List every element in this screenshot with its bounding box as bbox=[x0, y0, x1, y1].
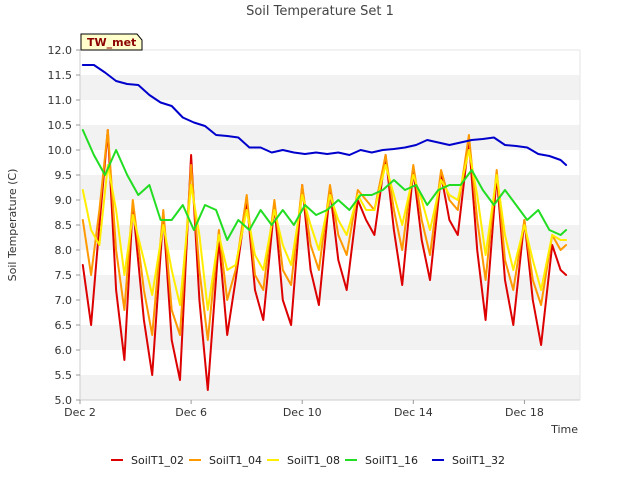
y-tick-label: 6.0 bbox=[55, 344, 73, 357]
station-badge-box bbox=[80, 33, 143, 51]
y-tick-label: 8.0 bbox=[55, 244, 73, 257]
y-tick-label: 8.5 bbox=[55, 219, 73, 232]
legend: SoilT1_02 SoilT1_04 SoilT1_08 SoilT1_16 Soil… bbox=[111, 454, 505, 467]
x-axis-ticks: Dec 2 Dec 6 Dec 10 Dec 14 Dec 18 bbox=[64, 400, 544, 419]
x-tick-label: Dec 2 bbox=[64, 406, 96, 419]
y-axis-label: Soil Temperature (C) bbox=[6, 169, 19, 282]
y-tick-label: 5.0 bbox=[55, 394, 73, 407]
legend-label: SoilT1_32 bbox=[452, 454, 505, 467]
series-line-soilt1-16 bbox=[81, 129, 568, 241]
x-tick-label: Dec 6 bbox=[175, 406, 207, 419]
grid-band bbox=[80, 125, 580, 150]
legend-label: SoilT1_16 bbox=[365, 454, 418, 467]
y-tick-label: 11.5 bbox=[48, 69, 73, 82]
y-tick-label: 7.0 bbox=[55, 294, 73, 307]
y-tick-label: 9.0 bbox=[55, 194, 73, 207]
grid-band bbox=[80, 275, 580, 300]
y-tick-label: 7.5 bbox=[55, 269, 73, 282]
y-tick-label: 6.5 bbox=[55, 319, 73, 332]
legend-label: SoilT1_02 bbox=[131, 454, 184, 467]
x-tick-label: Dec 10 bbox=[283, 406, 322, 419]
chart-title: Soil Temperature Set 1 bbox=[246, 4, 394, 19]
series-line-soilt1-32 bbox=[81, 64, 568, 166]
grid-band bbox=[80, 375, 580, 400]
y-tick-label: 10.0 bbox=[48, 144, 73, 157]
series-line-soilt1-08 bbox=[81, 149, 568, 311]
series-lines bbox=[81, 64, 568, 391]
y-tick-label: 11.0 bbox=[48, 94, 73, 107]
y-tick-label: 9.5 bbox=[55, 169, 73, 182]
y-tick-label: 10.5 bbox=[48, 119, 73, 132]
legend-label: SoilT1_08 bbox=[287, 454, 340, 467]
y-tick-label: 12.0 bbox=[48, 44, 73, 57]
legend-label: SoilT1_04 bbox=[209, 454, 262, 467]
x-axis-label: Time bbox=[550, 423, 578, 436]
station-badge-label: TW_met bbox=[87, 36, 136, 49]
grid-band bbox=[80, 325, 580, 350]
y-tick-label: 5.5 bbox=[55, 369, 73, 382]
plot-background bbox=[79, 49, 581, 401]
y-axis-ticks: 5.0 5.5 6.0 6.5 7.0 7.5 8.0 8.5 9.0 9.5 10.0 10.5 11… bbox=[48, 44, 80, 407]
x-tick-label: Dec 18 bbox=[505, 406, 544, 419]
station-badge: TW_met bbox=[80, 33, 143, 51]
x-tick-label: Dec 14 bbox=[394, 406, 433, 419]
grid-band bbox=[80, 75, 580, 100]
